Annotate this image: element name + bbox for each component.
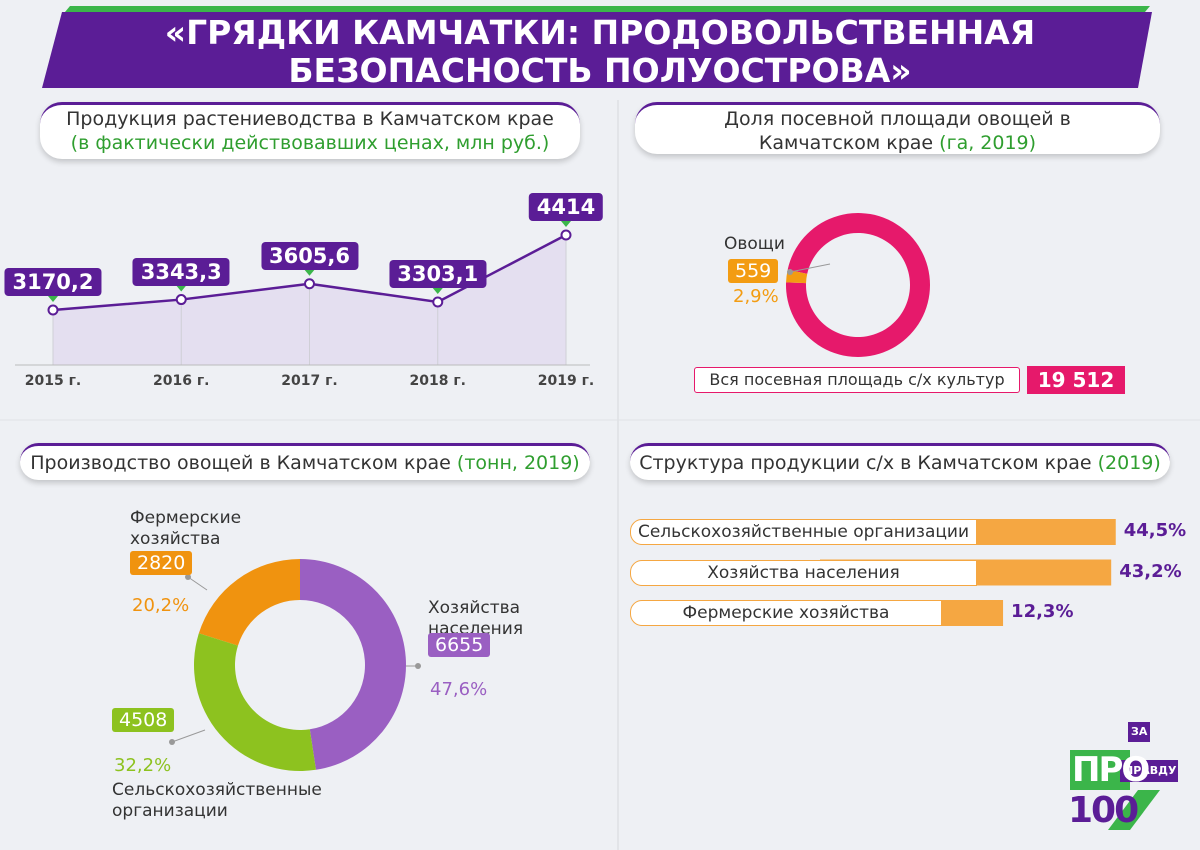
section-header: Производство овощей в Камчатском крае (т…	[20, 443, 590, 480]
category-label: Фермерские хозяйства	[130, 508, 242, 549]
logo-shape	[1128, 722, 1150, 742]
point	[432, 296, 444, 308]
value-label: 3170,2	[4, 268, 102, 296]
category-label: Овощи	[724, 234, 785, 254]
leader	[171, 729, 206, 743]
total-name: Вся посевная площадь с/х культур	[694, 367, 1020, 393]
point	[175, 294, 187, 306]
x-tick-label: 2019 г.	[537, 373, 595, 389]
section-header: Доля посевной площади овощей в Камчатско…	[635, 102, 1160, 154]
pointer	[48, 296, 58, 302]
value-label: 3605,6	[260, 241, 359, 270]
banner-stripe	[65, 6, 1150, 12]
chart-subtitle: (га, 2019)	[939, 132, 1037, 154]
logo-text: ПРО	[1072, 750, 1150, 790]
chart-title: Структура продукции с/х в Камчатском кра…	[639, 452, 1092, 474]
banner	[42, 12, 1152, 88]
section-header: Продукция растениеводства в Камчатском к…	[40, 102, 580, 159]
chart-title: Доля посевной площади овощей в Камчатско…	[724, 108, 1071, 154]
chart-title: Продукция растениеводства в Камчатском к…	[66, 108, 554, 130]
chart-title: Производство овощей в Камчатском крае	[30, 452, 451, 474]
value-label: 2820	[130, 551, 193, 575]
leader-dot	[415, 663, 421, 669]
donut-segment	[193, 633, 316, 771]
x-tick-label: 2015 г.	[24, 373, 82, 389]
pointer	[176, 285, 187, 292]
category-label: Сельскохозяйственные организации	[112, 780, 322, 821]
point	[560, 229, 572, 241]
main-title: «ГРЯДКИ КАМЧАТКИ: ПРОДОВОЛЬСТВЕННАЯ БЕЗО…	[164, 13, 1036, 90]
x-tick-label: 2017 г.	[281, 373, 338, 389]
category-label: Сельскохозяйственные организации	[630, 519, 977, 545]
leader	[789, 263, 831, 273]
logo-text: ПРАВДУ	[1124, 764, 1177, 777]
value-label: 12,3%	[1011, 601, 1074, 622]
value-label: 4508	[112, 708, 175, 732]
leader-dot	[787, 269, 793, 275]
donut-segment	[198, 559, 300, 646]
value-label: 3343,3	[132, 257, 230, 286]
value-label: 4414	[528, 193, 604, 221]
value-label: 44,5%	[1123, 520, 1187, 541]
logo-shape	[1070, 750, 1130, 790]
percent-label: 2,9%	[733, 286, 779, 307]
value-label: 43,2%	[1119, 560, 1182, 582]
x-tick-label: 2018 г.	[409, 373, 466, 389]
logo-text: 100	[1068, 790, 1139, 831]
pointer	[432, 287, 443, 294]
donut-segment	[785, 213, 930, 358]
value-label: 6655	[428, 633, 491, 657]
value-label: 3303,1	[389, 259, 487, 288]
category-label: Фермерские хозяйства	[630, 600, 942, 626]
logo-shape	[1120, 760, 1178, 782]
leader-dot	[169, 739, 175, 745]
percent-label: 32,2%	[114, 755, 172, 776]
value-label: 559	[728, 259, 779, 283]
percent-label: 20,2%	[132, 595, 190, 616]
leader	[187, 576, 208, 591]
pointer	[304, 269, 315, 276]
point	[304, 278, 315, 290]
chart-subtitle: (2019)	[1097, 452, 1161, 474]
total-value: 19 512	[1027, 366, 1125, 394]
leader-dot	[185, 574, 191, 580]
chart-subtitle: (тонн, 2019)	[456, 452, 580, 474]
chart-subtitle: (в фактически действовавших ценах, млн р…	[70, 132, 550, 154]
pointer	[561, 221, 571, 227]
x-tick-label: 2016 г.	[153, 373, 210, 389]
category-label: Хозяйства населения	[630, 559, 977, 586]
logo-text: ЗА	[1131, 725, 1148, 738]
logo-shape	[1108, 790, 1160, 830]
percent-label: 47,6%	[430, 679, 488, 700]
donut-segment	[300, 559, 407, 770]
point	[47, 304, 59, 316]
section-header: Структура продукции с/х в Камчатском кра…	[630, 443, 1170, 480]
